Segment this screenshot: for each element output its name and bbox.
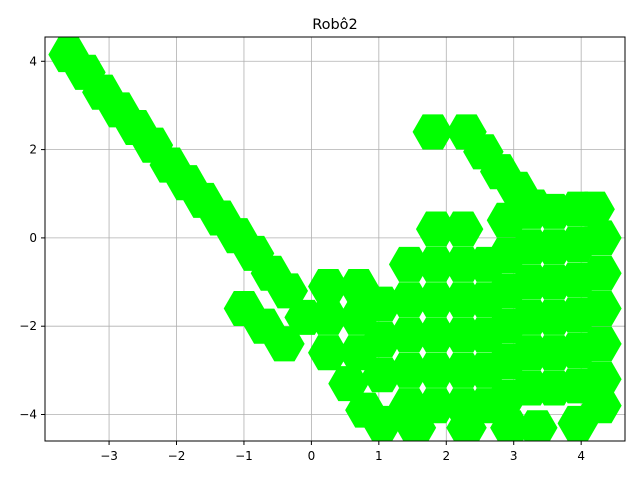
data-point-hexagon <box>513 189 555 225</box>
data-point-hexagon <box>581 361 622 397</box>
x-tick-label: 1 <box>375 449 383 463</box>
y-tick-label: 2 <box>29 143 37 157</box>
data-point-hexagon <box>442 211 484 247</box>
data-point-hexagon <box>581 388 622 424</box>
data-point-hexagon <box>388 282 430 318</box>
plot-area-frame <box>44 36 626 442</box>
data-point-hexagon <box>388 317 430 353</box>
y-tick-label: −4 <box>19 408 37 422</box>
x-tick-label: 0 <box>308 449 316 463</box>
data-point-hexagon <box>264 326 305 362</box>
data-point-hexagon <box>412 114 454 150</box>
data-point-hexagon <box>308 335 349 371</box>
data-point-hexagon <box>574 191 615 227</box>
data-point-hexagon <box>581 291 622 327</box>
data-point-hexagon <box>388 352 430 388</box>
data-point-hexagon <box>581 220 622 256</box>
data-point-hexagon <box>361 405 403 441</box>
x-tick-label: −3 <box>100 449 118 463</box>
data-point-hexagon <box>415 317 457 353</box>
data-point-hexagon <box>328 366 369 402</box>
y-tick-label: 4 <box>29 54 37 68</box>
x-tick-label: 4 <box>577 449 585 463</box>
data-point-hexagon <box>415 282 457 318</box>
data-point-hexagon <box>415 246 457 282</box>
y-tick-label: 0 <box>29 231 37 245</box>
data-point-hexagon <box>388 246 430 282</box>
x-tick-label: 2 <box>442 449 450 463</box>
data-point-hexagon <box>415 352 457 388</box>
data-point-hexagon <box>308 268 349 304</box>
x-tick-label: −2 <box>168 449 186 463</box>
data-point-hexagon <box>517 410 558 441</box>
data-point-hexagon <box>415 388 457 424</box>
y-tick-label: −2 <box>19 319 37 333</box>
x-tick-label: −1 <box>235 449 253 463</box>
data-point-hexagon <box>267 273 309 309</box>
data-point-hexagon <box>581 326 622 362</box>
chart-title: Robô2 <box>312 17 358 33</box>
data-point-hexagon <box>581 255 622 291</box>
data-series-robo2 <box>48 37 622 441</box>
data-point-hexagon <box>308 299 349 335</box>
axis-ticks: −3 −2 −1 0 1 2 3 4 −4 −2 0 2 4 <box>19 54 585 463</box>
data-point-hexagon <box>415 211 457 247</box>
x-tick-label: 3 <box>510 449 518 463</box>
